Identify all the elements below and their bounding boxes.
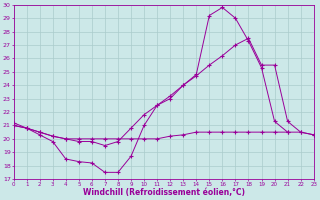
X-axis label: Windchill (Refroidissement éolien,°C): Windchill (Refroidissement éolien,°C)	[83, 188, 244, 197]
